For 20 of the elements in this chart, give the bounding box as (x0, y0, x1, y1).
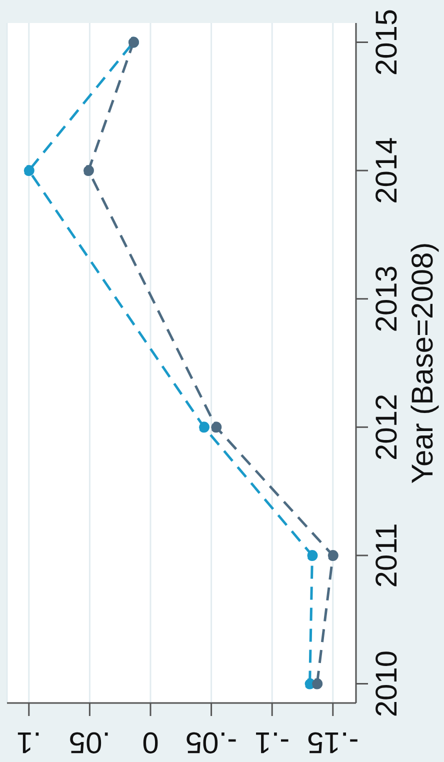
y-tick-label: 2012 (370, 394, 404, 461)
x-tick-label: -.15 (307, 726, 359, 758)
y-tick-label: 2010 (370, 650, 404, 718)
x-tick-label: 0 (142, 726, 159, 758)
y-axis-title: Year (Base=2008) (406, 242, 440, 484)
y-tick-label: 2011 (370, 523, 404, 588)
y-tick-label: 2014 (370, 137, 404, 204)
point (82, 165, 94, 176)
point (210, 422, 222, 433)
point (198, 422, 210, 433)
x-tick-label: .1 (16, 726, 42, 758)
y-tick-label: 2015 (370, 8, 404, 76)
x-tick-label: -.1 (254, 726, 290, 758)
x-tick-label: -.05 (185, 726, 238, 758)
point (327, 550, 338, 561)
x-tick-label: .05 (68, 726, 111, 758)
point (312, 678, 323, 690)
y-tick-label: 2013 (370, 265, 404, 332)
point (23, 165, 34, 176)
point (306, 550, 318, 561)
